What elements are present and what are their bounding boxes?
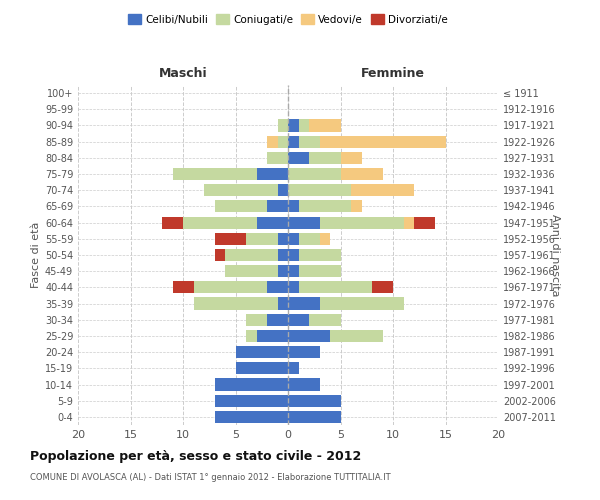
Legend: Celibi/Nubili, Coniugati/e, Vedovi/e, Divorziati/e: Celibi/Nubili, Coniugati/e, Vedovi/e, Di…: [124, 10, 452, 29]
Bar: [246, 330, 257, 342]
Bar: [277, 120, 288, 132]
Bar: [351, 184, 414, 196]
Bar: [288, 282, 299, 294]
Bar: [288, 378, 320, 390]
Bar: [162, 216, 183, 228]
Y-axis label: Anni di nascita: Anni di nascita: [550, 214, 560, 296]
Bar: [414, 216, 435, 228]
Bar: [267, 282, 288, 294]
Bar: [215, 249, 225, 261]
Bar: [299, 200, 351, 212]
Bar: [404, 216, 414, 228]
Bar: [320, 216, 404, 228]
Bar: [372, 282, 393, 294]
Bar: [309, 314, 341, 326]
Bar: [299, 249, 341, 261]
Bar: [215, 232, 246, 245]
Bar: [288, 168, 341, 180]
Bar: [235, 346, 288, 358]
Bar: [277, 265, 288, 278]
Bar: [288, 411, 341, 423]
Bar: [277, 298, 288, 310]
Text: COMUNE DI AVOLASCA (AL) - Dati ISTAT 1° gennaio 2012 - Elaborazione TUTTITALIA.I: COMUNE DI AVOLASCA (AL) - Dati ISTAT 1° …: [30, 472, 391, 482]
Bar: [351, 200, 361, 212]
Bar: [341, 152, 361, 164]
Bar: [225, 265, 277, 278]
Bar: [288, 216, 320, 228]
Bar: [299, 265, 341, 278]
Bar: [309, 152, 341, 164]
Bar: [267, 314, 288, 326]
Bar: [193, 298, 277, 310]
Bar: [215, 200, 267, 212]
Bar: [288, 298, 320, 310]
Bar: [288, 346, 320, 358]
Bar: [288, 184, 351, 196]
Bar: [257, 168, 288, 180]
Bar: [173, 282, 193, 294]
Bar: [215, 411, 288, 423]
Bar: [288, 200, 299, 212]
Bar: [277, 232, 288, 245]
Bar: [330, 330, 383, 342]
Bar: [173, 168, 257, 180]
Bar: [277, 184, 288, 196]
Bar: [299, 282, 372, 294]
Bar: [299, 232, 320, 245]
Text: Maschi: Maschi: [158, 67, 208, 80]
Bar: [299, 136, 320, 147]
Bar: [277, 249, 288, 261]
Bar: [320, 232, 330, 245]
Bar: [320, 298, 404, 310]
Bar: [225, 249, 277, 261]
Bar: [288, 330, 330, 342]
Bar: [246, 314, 267, 326]
Bar: [309, 120, 341, 132]
Bar: [288, 120, 299, 132]
Bar: [288, 265, 299, 278]
Bar: [288, 314, 309, 326]
Bar: [288, 136, 299, 147]
Bar: [215, 378, 288, 390]
Bar: [288, 232, 299, 245]
Bar: [235, 362, 288, 374]
Bar: [193, 282, 267, 294]
Bar: [257, 216, 288, 228]
Bar: [204, 184, 277, 196]
Y-axis label: Fasce di età: Fasce di età: [31, 222, 41, 288]
Text: Femmine: Femmine: [361, 67, 425, 80]
Bar: [288, 362, 299, 374]
Bar: [341, 168, 383, 180]
Bar: [299, 120, 309, 132]
Bar: [246, 232, 277, 245]
Bar: [267, 200, 288, 212]
Bar: [257, 330, 288, 342]
Bar: [288, 152, 309, 164]
Bar: [277, 136, 288, 147]
Bar: [215, 394, 288, 407]
Bar: [267, 152, 288, 164]
Bar: [267, 136, 277, 147]
Text: Popolazione per età, sesso e stato civile - 2012: Popolazione per età, sesso e stato civil…: [30, 450, 361, 463]
Bar: [320, 136, 445, 147]
Bar: [288, 394, 341, 407]
Bar: [183, 216, 257, 228]
Bar: [288, 249, 299, 261]
